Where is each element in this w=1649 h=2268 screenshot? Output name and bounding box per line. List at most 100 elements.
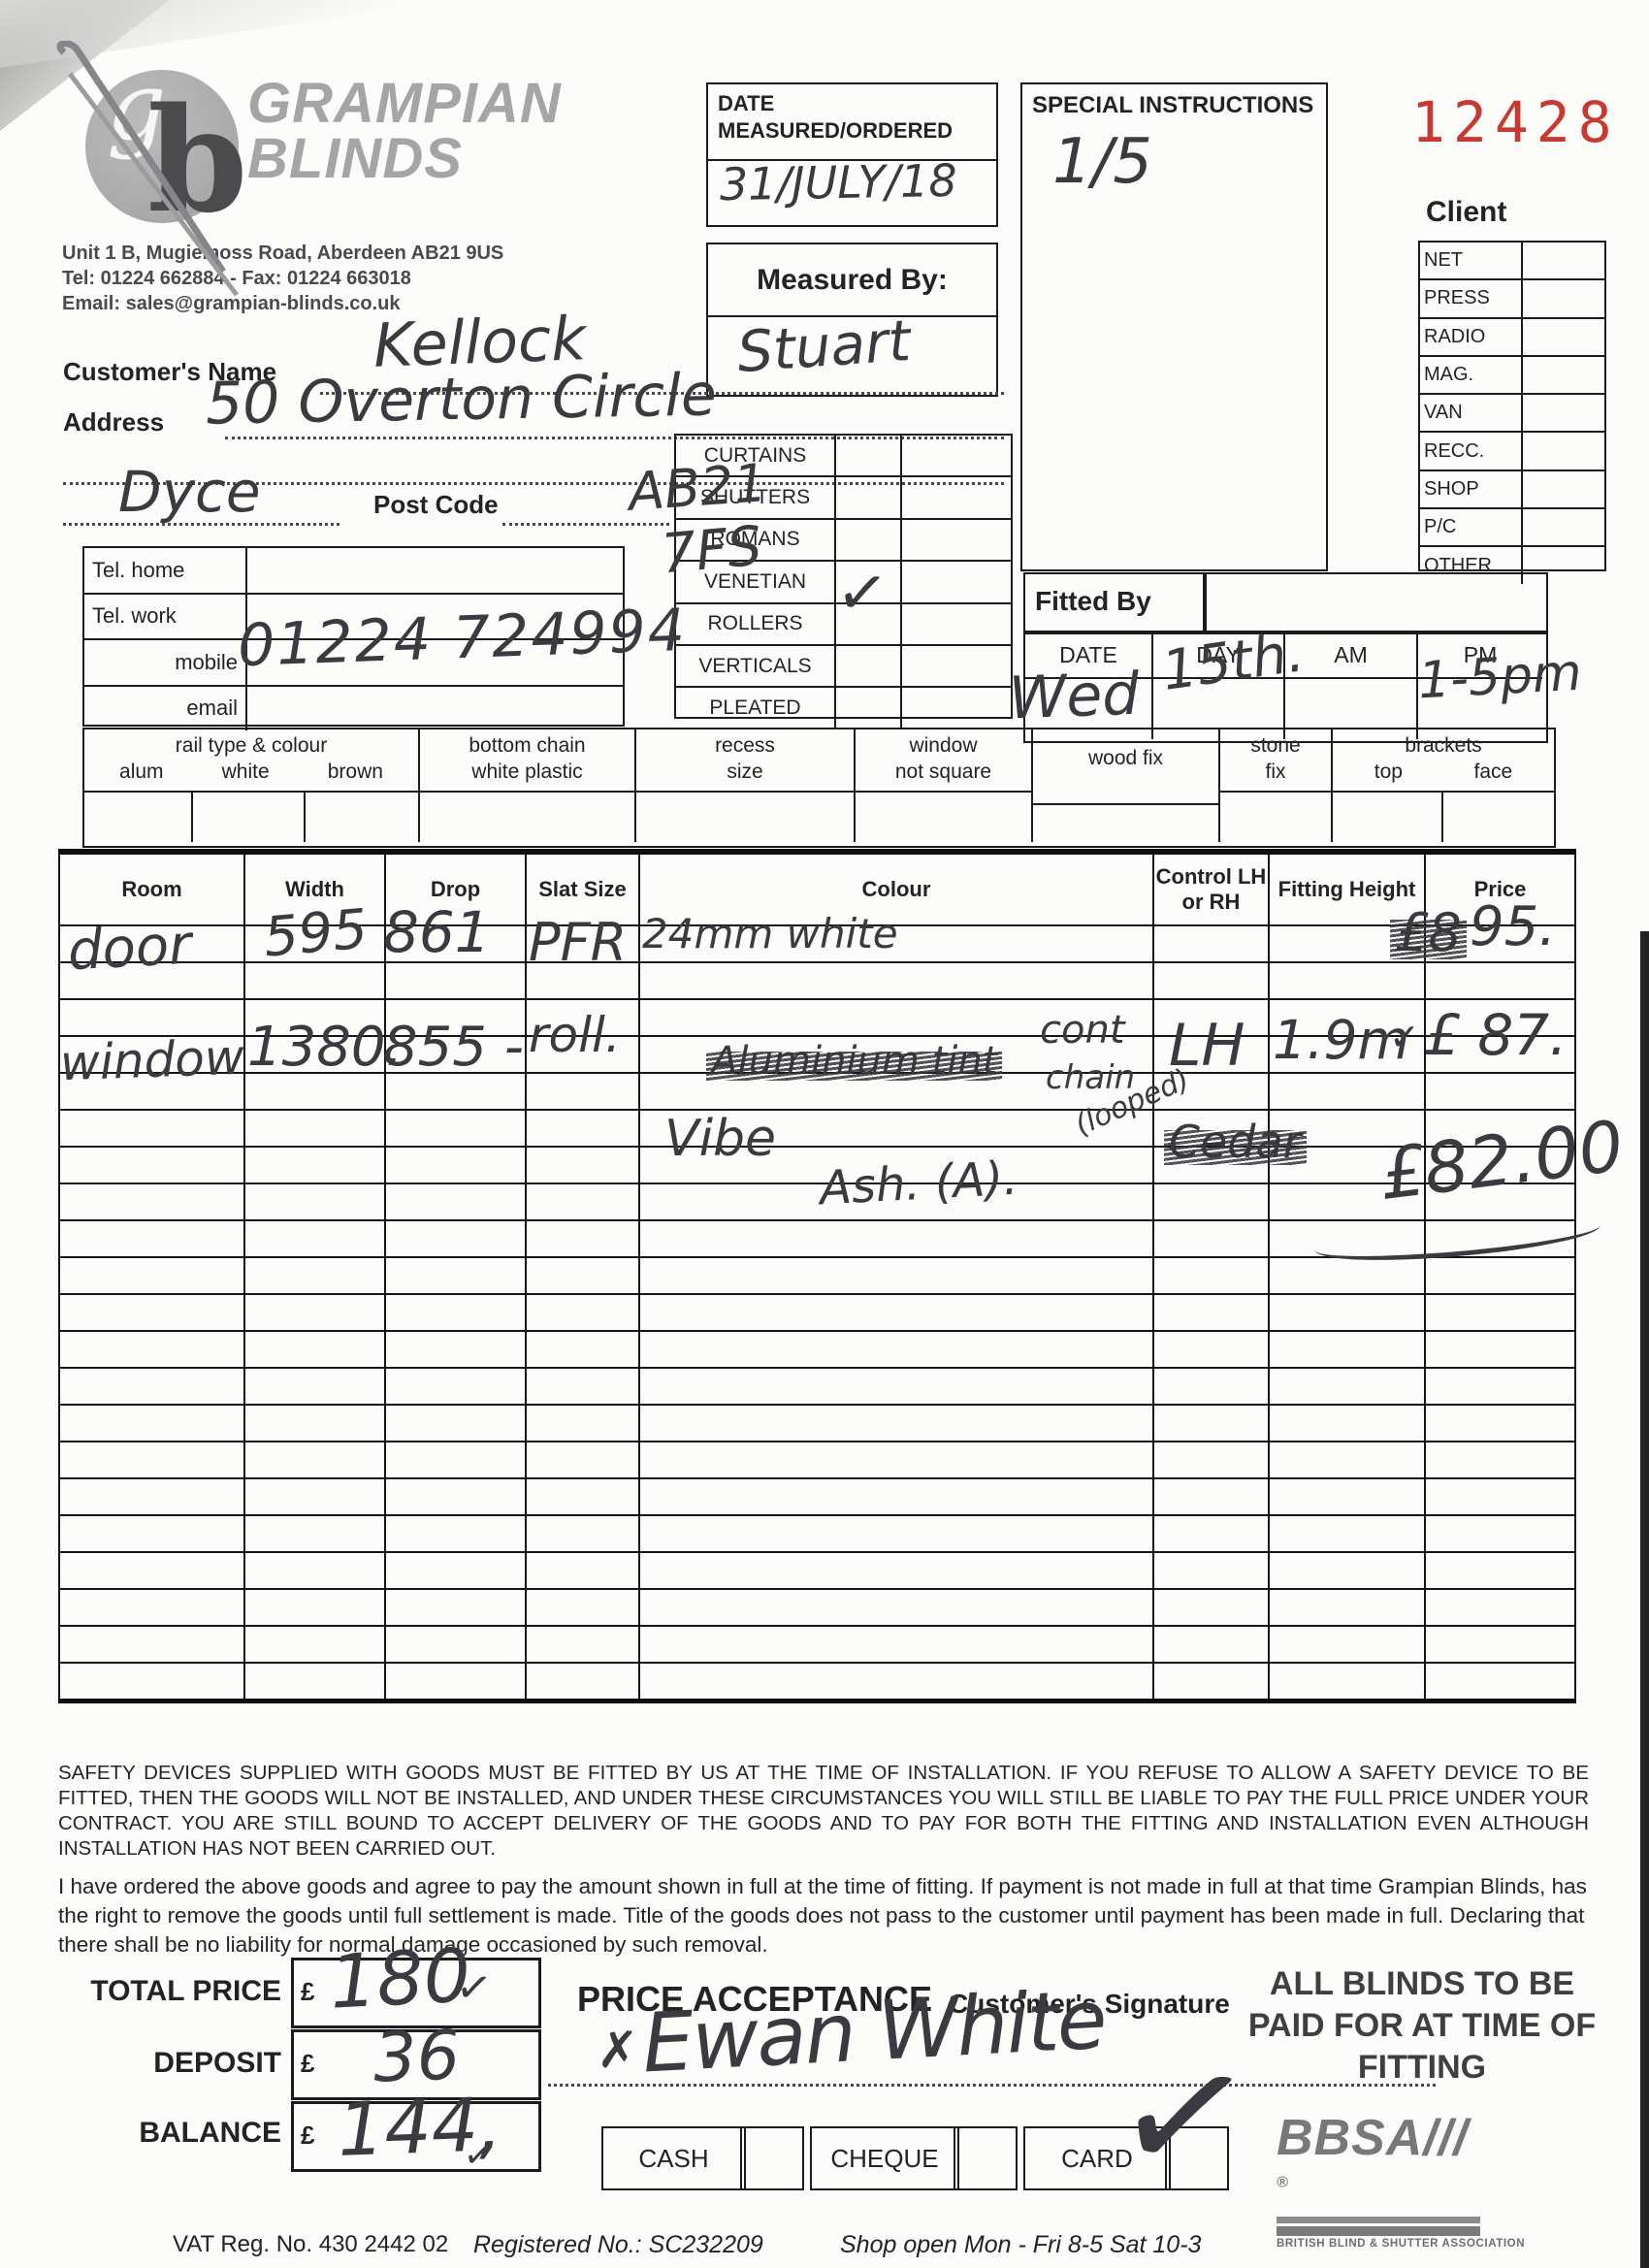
order-table-cell	[525, 1625, 640, 1664]
date-measured-label-1: DATE	[718, 91, 775, 115]
order-table-cell	[58, 1219, 245, 1258]
order-table-cell	[243, 1072, 386, 1111]
order-table-cell	[1424, 1367, 1576, 1406]
order-table-cell	[1424, 998, 1576, 1037]
order-table-cell	[1424, 1256, 1576, 1295]
bbsa-bar-thin	[1277, 2217, 1480, 2223]
order-table-cell	[638, 1477, 1154, 1516]
order-table-row	[58, 961, 1576, 1000]
total-price-label: TOTAL PRICE	[90, 1975, 281, 2007]
company-email: Email: sales@grampian-blinds.co.uk	[62, 293, 401, 314]
date-measured-label-2: MEASURED/ORDERED	[718, 118, 954, 143]
order-table-cell	[1152, 1256, 1270, 1295]
option-brackets: brackets top face	[1333, 729, 1554, 842]
order-table-cell	[58, 1146, 245, 1184]
client-row-label: NET	[1420, 243, 1523, 279]
product-note-cell	[902, 646, 1011, 686]
option-stone-fix: stone fix	[1220, 729, 1333, 842]
mobile-value: 01224 724994	[236, 596, 689, 681]
order-table-row	[58, 1588, 1576, 1627]
order-table-cell	[243, 1256, 386, 1295]
row1-colour: 24mm white	[642, 910, 898, 957]
footer-vat: VAT Reg. No. 430 2442 02	[173, 2231, 449, 2257]
order-table-cell	[1424, 1404, 1576, 1442]
order-table-cell	[384, 1367, 527, 1406]
order-table-cell	[1424, 1330, 1576, 1369]
recess-label-2: size	[727, 761, 763, 784]
product-row: VENETIAN	[676, 560, 1011, 602]
row2-height-tick: ✓	[1389, 1016, 1420, 1058]
row3-colour-struck: Cedar	[1168, 1116, 1302, 1168]
row2-width: 1380.	[247, 1016, 404, 1079]
order-table-cell	[384, 1588, 527, 1627]
pin-artifact	[56, 41, 239, 297]
order-table-cell	[525, 1183, 640, 1221]
stone-fix-cell	[1220, 793, 1331, 842]
bbsa-registered-mark: ®	[1277, 2174, 1289, 2191]
fitted-by-label: Fitted By	[1035, 586, 1151, 616]
deposit-value: 36	[372, 2015, 462, 2098]
order-table-cell	[525, 1588, 640, 1627]
order-table-cell	[58, 924, 245, 963]
phones-table: Tel. home Tel. work mobile email	[82, 546, 625, 730]
order-table-cell	[1268, 1662, 1426, 1703]
order-table-cell	[58, 1404, 245, 1442]
special-instructions-box: SPECIAL INSTRUCTIONS	[1020, 82, 1328, 571]
product-note-cell	[902, 604, 1011, 644]
order-table-cell	[384, 1146, 527, 1184]
rail-title: rail type & colour	[175, 734, 328, 757]
order-table-cell	[243, 998, 386, 1037]
order-table-cell	[1424, 1551, 1576, 1590]
order-table: Room Width Drop Slat Size Colour Control…	[58, 849, 1576, 1703]
order-table-cell	[638, 1256, 1154, 1295]
rail-cell-alum	[84, 793, 193, 842]
row2-price: £ 87.	[1424, 1002, 1568, 1068]
order-table-cell	[1152, 961, 1270, 1000]
paid-notice: ALL BLINDS TO BE PAID FOR AT TIME OF FIT…	[1247, 1965, 1597, 2086]
client-row: OTHER	[1420, 545, 1604, 584]
product-note-cell	[902, 562, 1011, 601]
deposit-label: DEPOSIT	[153, 2047, 281, 2079]
phone-row: email	[84, 684, 623, 730]
stone-fix-label-2: fix	[1265, 761, 1286, 784]
option-rail: rail type & colour alum white brown	[84, 729, 420, 842]
product-row: PLEATED	[676, 686, 1011, 729]
client-row: VAN	[1420, 393, 1604, 432]
customer-address-value: 50 Overton Circle	[205, 361, 718, 438]
order-table-cell	[384, 961, 527, 1000]
company-street: Unit 1 B, Mugiemoss Road, Aberdeen AB21 …	[62, 243, 504, 264]
order-table-cell	[58, 1035, 245, 1074]
order-table-cell	[1152, 1477, 1270, 1516]
client-row-label: MAG.	[1420, 356, 1523, 394]
order-table-cell	[525, 1404, 640, 1442]
order-table-cell	[638, 1293, 1154, 1332]
product-row-label: PLEATED	[676, 688, 836, 729]
order-table-row	[58, 1367, 1576, 1406]
total-price-box	[291, 1958, 541, 2028]
client-row: P/C	[1420, 507, 1604, 546]
client-row-label: P/C	[1420, 509, 1523, 546]
order-table-cell	[1152, 1367, 1270, 1406]
client-row-label: RECC.	[1420, 433, 1523, 470]
row2-note-cont: cont	[1040, 1008, 1125, 1053]
order-table-cell	[1424, 1514, 1576, 1553]
fitted-am-cell	[1285, 679, 1418, 739]
product-checkbox	[836, 603, 902, 644]
footer-hours: Shop open Mon - Fri 8-5 Sat 10-3	[840, 2231, 1202, 2258]
wood-fix-cell	[1033, 805, 1218, 842]
product-checkbox	[836, 688, 902, 729]
order-table-row	[58, 998, 1576, 1037]
phone-row-label: Tel. home	[84, 548, 247, 593]
client-row-label: VAN	[1420, 395, 1523, 432]
signature-line	[548, 2084, 1436, 2087]
order-table-row	[58, 1109, 1576, 1148]
order-table-cell	[1424, 1293, 1576, 1332]
order-table-cell	[58, 1588, 245, 1627]
order-table-cell	[243, 1588, 386, 1627]
order-table-cell	[384, 1662, 527, 1703]
order-table-row	[58, 1404, 1576, 1442]
window-label-1: window	[909, 734, 978, 757]
order-col-room: Room	[58, 849, 245, 926]
fitted-by-value-box	[1203, 572, 1548, 634]
order-table-cell	[1152, 1625, 1270, 1664]
